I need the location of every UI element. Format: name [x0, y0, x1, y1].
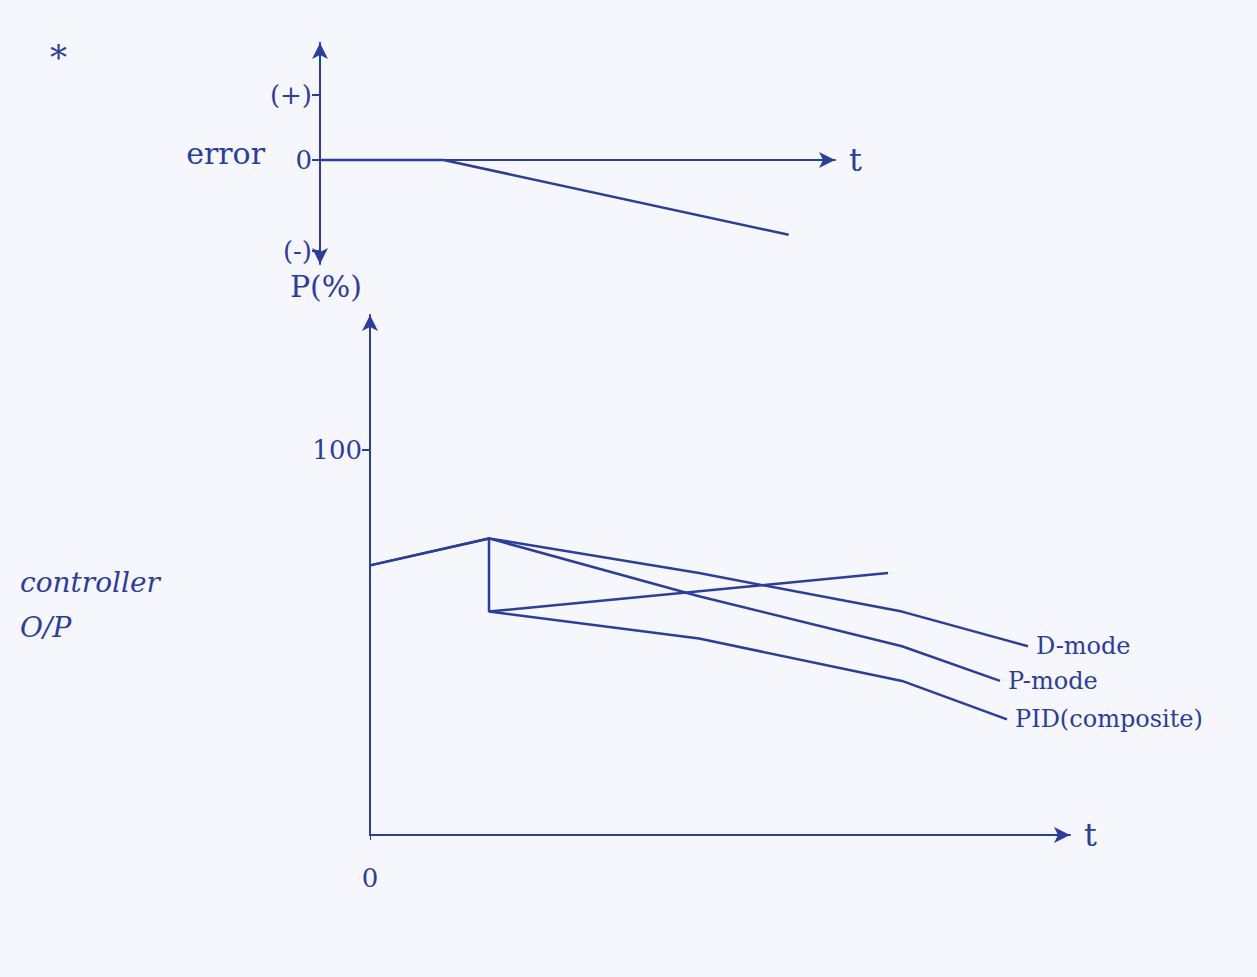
svg-text:t: t — [849, 141, 862, 179]
svg-text:P-mode: P-mode — [1008, 667, 1098, 695]
svg-text:(+): (+) — [270, 80, 312, 110]
svg-text:(-): (-) — [283, 236, 312, 266]
svg-text:P(%): P(%) — [290, 269, 362, 304]
svg-text:D-mode: D-mode — [1036, 632, 1131, 660]
svg-text:*: * — [50, 37, 67, 77]
svg-text:controller: controller — [20, 566, 162, 599]
svg-text:t: t — [1084, 816, 1097, 854]
svg-text:O/P: O/P — [20, 611, 72, 644]
svg-text:0: 0 — [295, 145, 312, 175]
svg-text:100: 100 — [312, 435, 362, 465]
svg-text:PID(composite): PID(composite) — [1015, 705, 1203, 733]
svg-text:0: 0 — [362, 863, 379, 893]
svg-text:error: error — [186, 136, 265, 171]
